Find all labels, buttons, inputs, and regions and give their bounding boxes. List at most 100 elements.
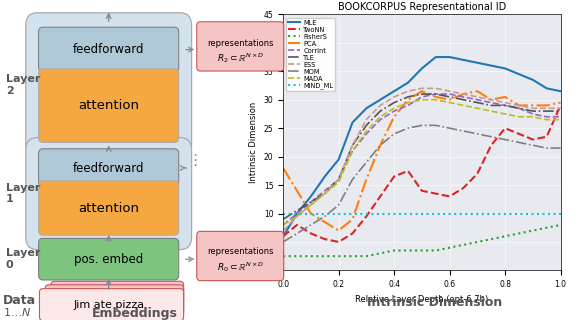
MiND_ML (432, 212, 439, 215)
ESS (530, 106, 537, 110)
MiND_ML (391, 212, 398, 215)
FisherS (460, 243, 467, 247)
TLE (530, 109, 537, 113)
PCA (308, 212, 315, 215)
MLE (446, 55, 453, 59)
FisherS (321, 254, 328, 258)
TLE (515, 106, 522, 110)
CorrInt (363, 132, 370, 136)
FancyBboxPatch shape (39, 149, 178, 187)
FisherS (488, 237, 495, 241)
Line: ESS: ESS (283, 88, 561, 231)
MLE (404, 81, 411, 84)
MOM (335, 203, 342, 207)
ESS (432, 86, 439, 90)
TLE (557, 109, 564, 113)
MiND_ML (502, 212, 509, 215)
MiND_ML (280, 212, 287, 215)
PCA (391, 115, 398, 119)
CorrInt (404, 103, 411, 107)
TLE (363, 124, 370, 127)
Line: TwoNN: TwoNN (283, 105, 561, 242)
PCA (474, 89, 480, 93)
PCA (557, 101, 564, 105)
MADA (280, 223, 287, 227)
PCA (349, 217, 356, 221)
MADA (474, 106, 480, 110)
MADA (418, 98, 425, 102)
Text: representations: representations (207, 39, 273, 48)
TwoNN (391, 175, 398, 179)
MiND_ML (446, 212, 453, 215)
FisherS (530, 229, 537, 233)
MiND_ML (530, 212, 537, 215)
MOM (432, 124, 439, 127)
FisherS (349, 254, 356, 258)
MADA (446, 101, 453, 105)
CorrInt (502, 103, 509, 107)
TwoNN (321, 237, 328, 241)
FisherS (280, 254, 287, 258)
MOM (293, 231, 300, 235)
Line: FisherS: FisherS (283, 225, 561, 256)
PCA (530, 103, 537, 107)
Text: feedforward: feedforward (73, 43, 144, 56)
PCA (488, 98, 495, 102)
PCA (280, 166, 287, 170)
MOM (488, 135, 495, 139)
MADA (488, 109, 495, 113)
CorrInt (418, 95, 425, 99)
TLE (335, 178, 342, 181)
MADA (349, 149, 356, 153)
FancyBboxPatch shape (51, 281, 184, 313)
MiND_ML (418, 212, 425, 215)
MLE (321, 175, 328, 179)
TwoNN (432, 192, 439, 196)
FisherS (308, 254, 315, 258)
TwoNN (460, 186, 467, 190)
ESS (349, 143, 356, 147)
MOM (543, 146, 550, 150)
FancyBboxPatch shape (197, 22, 284, 71)
MLE (293, 212, 300, 215)
FisherS (432, 249, 439, 252)
Text: feedforward: feedforward (73, 162, 144, 174)
PCA (432, 95, 439, 99)
TwoNN (308, 231, 315, 235)
PCA (515, 103, 522, 107)
MOM (363, 160, 370, 164)
MLE (349, 121, 356, 124)
ESS (280, 229, 287, 233)
TLE (391, 101, 398, 105)
CorrInt (308, 200, 315, 204)
CorrInt (446, 92, 453, 96)
Title: BOOKCORPUS Representational ID: BOOKCORPUS Representational ID (337, 2, 506, 12)
FisherS (418, 249, 425, 252)
Text: Layer
1: Layer 1 (6, 183, 40, 204)
PCA (502, 95, 509, 99)
FancyBboxPatch shape (26, 138, 192, 250)
Text: attention: attention (78, 99, 139, 112)
TLE (460, 98, 467, 102)
PCA (460, 92, 467, 96)
MOM (557, 146, 564, 150)
FisherS (446, 246, 453, 250)
MLE (543, 86, 550, 90)
MOM (418, 124, 425, 127)
TwoNN (515, 132, 522, 136)
Legend: MLE, TwoNN, FisherS, PCA, CorrInt, TLE, ESS, MOM, MADA, MiND_ML: MLE, TwoNN, FisherS, PCA, CorrInt, TLE, … (287, 18, 335, 92)
FancyBboxPatch shape (26, 13, 192, 157)
PCA (418, 89, 425, 93)
MADA (530, 115, 537, 119)
MADA (502, 112, 509, 116)
ESS (404, 89, 411, 93)
TLE (280, 217, 287, 221)
CorrInt (432, 92, 439, 96)
MiND_ML (335, 212, 342, 215)
ESS (460, 92, 467, 96)
Y-axis label: Intrinsic Dimension: Intrinsic Dimension (249, 102, 258, 183)
TLE (404, 95, 411, 99)
MADA (557, 118, 564, 122)
CorrInt (335, 178, 342, 181)
CorrInt (474, 98, 480, 102)
